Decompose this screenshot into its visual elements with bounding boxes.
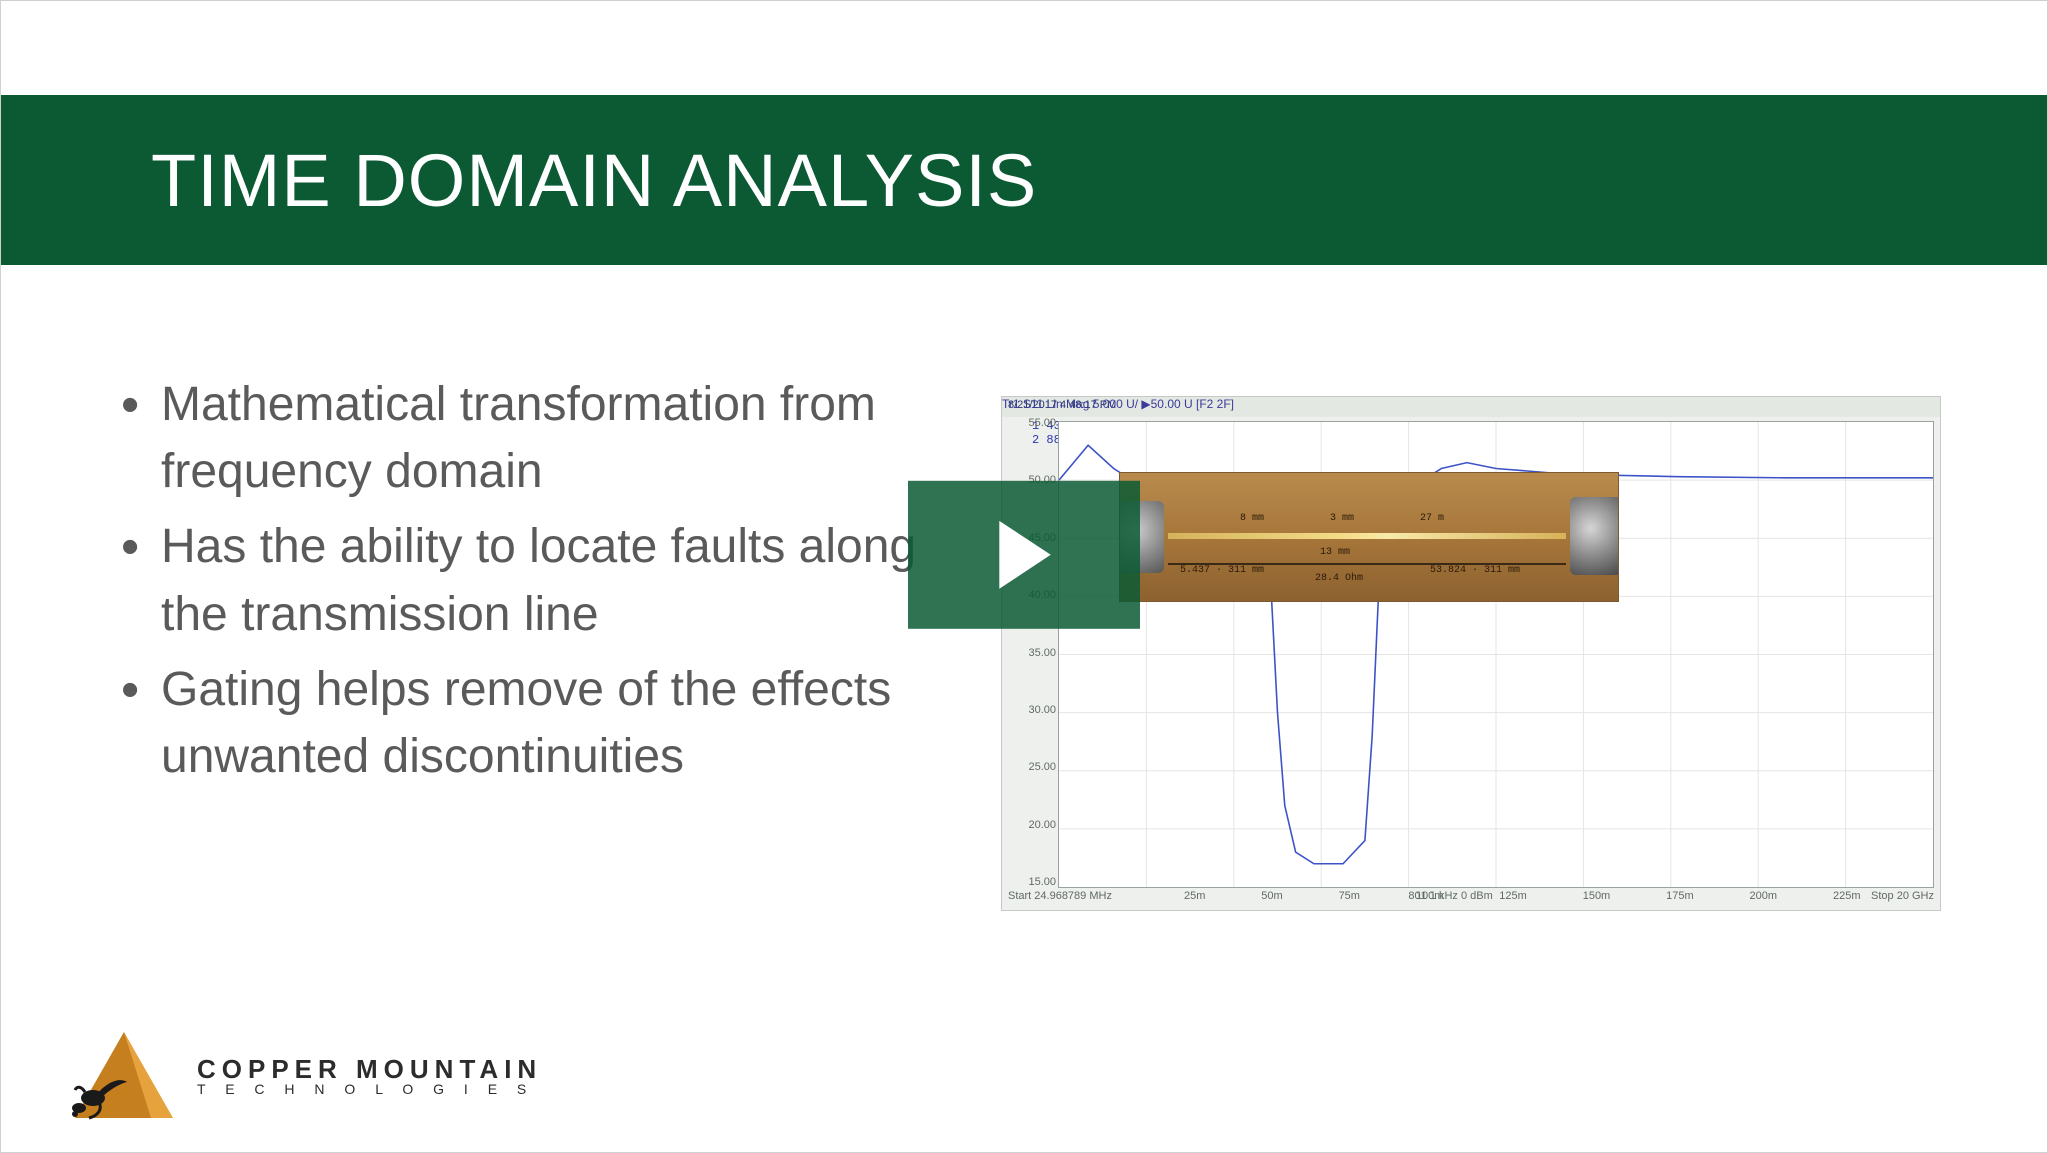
logo-text: COPPER MOUNTAIN T E C H N O L O G I E S xyxy=(197,1056,542,1096)
photo-mark: 27 m xyxy=(1420,513,1444,524)
bullet-item: Gating helps remove of the effects unwan… xyxy=(121,656,921,790)
logo-icon xyxy=(69,1028,179,1124)
x-stop-label: Stop 20 GHz xyxy=(1871,890,1934,902)
trace-label: Tr1 S11 Lin Mag 5.000 U/ ▶50.00 U [F2 2F… xyxy=(1002,397,1234,411)
y-tick: 15.00 xyxy=(1008,876,1056,888)
logo-line2: T E C H N O L O G I E S xyxy=(197,1082,542,1096)
y-tick: 55.00 xyxy=(1008,417,1056,429)
video-frame: TIME DOMAIN ANALYSIS Mathematical transf… xyxy=(0,0,2048,1153)
company-logo: COPPER MOUNTAIN T E C H N O L O G I E S xyxy=(69,1028,542,1124)
y-tick: 20.00 xyxy=(1008,819,1056,831)
photo-mark: 28.4 Ohm xyxy=(1315,573,1363,584)
logo-line1: COPPER MOUNTAIN xyxy=(197,1056,542,1082)
bullet-item: Has the ability to locate faults along t… xyxy=(121,513,921,647)
connector-right-icon xyxy=(1570,497,1619,575)
bullet-list: Mathematical transformation from frequen… xyxy=(121,371,921,790)
y-tick: 25.00 xyxy=(1008,761,1056,773)
photo-inset: 8 mm 3 mm 27 m 13 mm 28.4 Ohm 53.824 · 311 mm… xyxy=(1119,472,1619,602)
photo-mark: 53.824 · 311 mm xyxy=(1430,565,1520,576)
photo-mark: 13 mm xyxy=(1320,547,1350,558)
photo-mark: 3 mm xyxy=(1330,513,1354,524)
slide-title: TIME DOMAIN ANALYSIS xyxy=(151,138,1037,223)
play-icon xyxy=(992,518,1056,590)
gold-trace xyxy=(1168,533,1566,539)
y-tick: 35.00 xyxy=(1008,647,1056,659)
slide-title-bar: TIME DOMAIN ANALYSIS xyxy=(1,95,2047,265)
chart-header: Tr1 S11 Lin Mag 5.000 U/ ▶50.00 U [F2 2F… xyxy=(1002,397,1940,417)
x-axis-info: 801 1 kHz 0 dBm Stop 20 GHz xyxy=(1058,890,1934,906)
play-button[interactable] xyxy=(908,480,1140,628)
chart-screenshot: Tr1 S11 Lin Mag 5.000 U/ ▶50.00 U [F2 2F… xyxy=(1001,396,1941,911)
plot-area: 8 mm 3 mm 27 m 13 mm 28.4 Ohm 53.824 · 311 mm… xyxy=(1058,421,1934,888)
bullet-item: Mathematical transformation from frequen… xyxy=(121,371,921,505)
photo-mark: 8 mm xyxy=(1240,513,1264,524)
y-tick: 30.00 xyxy=(1008,704,1056,716)
slide-content: Mathematical transformation from frequen… xyxy=(121,371,921,798)
photo-mark: 5.437 · 311 mm xyxy=(1180,565,1264,576)
x-center-labels: 801 1 kHz 0 dBm xyxy=(1408,890,1492,902)
